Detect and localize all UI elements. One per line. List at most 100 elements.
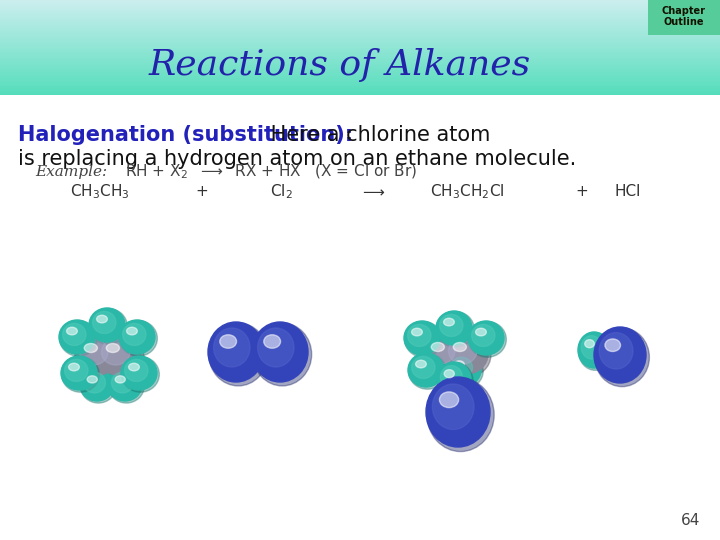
Bar <box>0 6 720 8</box>
Bar <box>0 89 720 90</box>
Bar <box>0 92 720 93</box>
Ellipse shape <box>127 327 138 335</box>
Ellipse shape <box>415 360 426 368</box>
Ellipse shape <box>253 323 312 386</box>
Ellipse shape <box>115 376 125 383</box>
Ellipse shape <box>423 335 469 376</box>
Bar <box>0 53 720 54</box>
Ellipse shape <box>408 354 446 389</box>
Bar <box>0 46 720 48</box>
Bar <box>0 49 720 50</box>
Bar <box>0 79 720 80</box>
Ellipse shape <box>426 338 455 364</box>
Bar <box>0 91 720 92</box>
Bar <box>0 63 720 64</box>
Ellipse shape <box>66 327 77 335</box>
Bar <box>0 65 720 66</box>
Ellipse shape <box>75 335 119 375</box>
Ellipse shape <box>84 372 106 393</box>
Bar <box>0 61 720 62</box>
Bar <box>0 10 720 11</box>
Ellipse shape <box>89 308 125 342</box>
Ellipse shape <box>408 353 444 387</box>
Bar <box>0 3 720 4</box>
Text: is replacing a hydrogen atom on an ethane molecule.: is replacing a hydrogen atom on an ethan… <box>18 149 576 169</box>
Ellipse shape <box>578 332 610 368</box>
Bar <box>0 40 720 41</box>
Ellipse shape <box>129 363 140 371</box>
Text: Reactions of Alkanes: Reactions of Alkanes <box>149 48 531 82</box>
Bar <box>0 34 720 35</box>
Ellipse shape <box>404 321 440 355</box>
Ellipse shape <box>119 320 155 354</box>
Ellipse shape <box>451 357 472 378</box>
Ellipse shape <box>594 327 646 383</box>
Bar <box>0 84 720 85</box>
Text: +: + <box>575 185 588 199</box>
Bar <box>0 73 720 74</box>
Ellipse shape <box>468 321 504 355</box>
Bar <box>0 90 720 91</box>
Ellipse shape <box>581 335 602 359</box>
Ellipse shape <box>65 360 88 381</box>
Ellipse shape <box>412 356 435 379</box>
Ellipse shape <box>61 356 97 390</box>
Ellipse shape <box>122 323 146 346</box>
Ellipse shape <box>214 328 250 367</box>
Bar <box>0 48 720 49</box>
Text: Cl$_2$: Cl$_2$ <box>270 183 293 201</box>
Ellipse shape <box>444 370 454 378</box>
Bar <box>0 17 720 18</box>
Ellipse shape <box>448 354 483 388</box>
Bar <box>0 11 720 12</box>
Bar <box>0 58 720 59</box>
Ellipse shape <box>81 369 116 403</box>
Bar <box>0 70 720 71</box>
Ellipse shape <box>441 366 462 389</box>
Text: Here a chlorine atom: Here a chlorine atom <box>264 125 491 145</box>
Bar <box>0 44 720 45</box>
Ellipse shape <box>433 384 474 429</box>
Bar <box>0 29 720 30</box>
Bar <box>0 33 720 34</box>
Ellipse shape <box>258 328 294 367</box>
Ellipse shape <box>469 321 506 357</box>
Ellipse shape <box>578 333 612 370</box>
Text: HCl: HCl <box>615 185 642 199</box>
Ellipse shape <box>585 340 594 348</box>
Text: CH$_3$CH$_3$: CH$_3$CH$_3$ <box>70 183 130 201</box>
Bar <box>0 50 720 51</box>
Ellipse shape <box>440 314 463 336</box>
Bar <box>0 52 720 53</box>
Ellipse shape <box>439 392 459 408</box>
Ellipse shape <box>408 325 431 347</box>
Bar <box>0 59 720 60</box>
Ellipse shape <box>87 376 97 383</box>
Bar <box>0 86 720 87</box>
Bar <box>0 93 720 94</box>
Bar <box>0 16 720 17</box>
Bar <box>0 42 720 43</box>
Ellipse shape <box>449 338 477 364</box>
Bar <box>0 71 720 72</box>
Ellipse shape <box>412 328 423 336</box>
Ellipse shape <box>208 322 264 382</box>
Ellipse shape <box>264 335 281 348</box>
Ellipse shape <box>79 339 108 365</box>
Bar <box>0 54 720 55</box>
Bar <box>0 75 720 76</box>
Bar <box>0 23 720 24</box>
Ellipse shape <box>122 356 159 392</box>
Ellipse shape <box>80 369 114 401</box>
Ellipse shape <box>93 312 116 334</box>
Bar <box>0 74 720 75</box>
Bar <box>0 37 720 38</box>
Ellipse shape <box>76 335 122 377</box>
Bar <box>0 24 720 25</box>
Bar <box>0 82 720 83</box>
Bar <box>0 76 720 77</box>
Bar <box>0 85 720 86</box>
Text: RH + X$_2$  $\longrightarrow$  RX + HX   (X = Cl or Br): RH + X$_2$ $\longrightarrow$ RX + HX (X … <box>125 163 417 181</box>
Bar <box>0 30 720 31</box>
Ellipse shape <box>97 335 141 375</box>
